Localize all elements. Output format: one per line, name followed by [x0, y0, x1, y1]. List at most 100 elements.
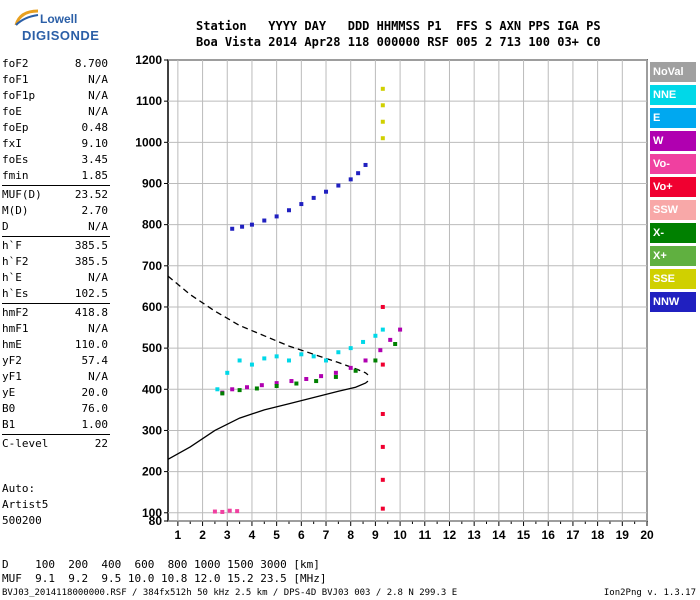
param-name: hmF2	[2, 306, 29, 319]
echo-point	[245, 385, 250, 390]
echo-point	[220, 509, 225, 514]
param-row: B1 1.00	[2, 417, 110, 433]
x-tick-label: 12	[443, 528, 457, 542]
file-info: BVJ03_2014118000000.RSF / 384fx512h 50 k…	[2, 588, 458, 598]
param-value: 385.5	[74, 255, 108, 268]
echo-point	[373, 358, 378, 363]
param-name: B1	[2, 418, 16, 431]
param-name: fmin	[2, 169, 29, 182]
legend-item-x-: X-	[650, 223, 696, 243]
x-tick-label: 17	[566, 528, 580, 542]
echo-point	[380, 327, 385, 332]
echo-point	[262, 356, 267, 361]
param-value: 22	[94, 437, 108, 450]
param-row: hmF1 N/A	[2, 321, 110, 337]
param-row: yF1 N/A	[2, 369, 110, 385]
distance-row: D 100 200 400 600 800 1000 1500 3000 [km…	[2, 558, 320, 571]
autoscaling-info: Auto: Artist5 500200	[2, 481, 48, 529]
param-value: 385.5	[74, 239, 108, 252]
param-row: D N/A	[2, 219, 110, 235]
echo-point	[333, 374, 338, 379]
y-tick-label: 300	[142, 423, 162, 437]
param-name: h`F2	[2, 255, 29, 268]
digisonde-logo: Lowell DIGISONDE	[10, 8, 110, 48]
x-tick-label: 10	[393, 528, 407, 542]
muf-row: MUF 9.1 9.2 9.5 10.0 10.8 12.0 15.2 23.5…	[2, 572, 327, 585]
y-tick-label: 80	[149, 514, 163, 528]
echo-point	[215, 387, 220, 392]
y-tick-label: 1100	[136, 94, 162, 108]
param-value: N/A	[88, 73, 108, 86]
param-name: foF2	[2, 57, 29, 70]
param-name: foF1p	[2, 89, 36, 102]
x-tick-label: 14	[492, 528, 506, 542]
station-header: Station YYYY DAY DDD HHMMSS P1 FFS S AXN…	[196, 18, 601, 50]
param-row: hmF2 418.8	[2, 305, 110, 321]
plot-frame	[167, 59, 648, 522]
param-value: 8.700	[74, 57, 108, 70]
x-tick-label: 11	[418, 528, 431, 542]
echo-point	[254, 386, 259, 391]
y-tick-label: 400	[142, 382, 162, 396]
param-name: yF2	[2, 354, 22, 367]
param-row: M(D) 2.70	[2, 203, 110, 219]
param-name: h`Es	[2, 287, 29, 300]
param-separator	[2, 303, 110, 304]
param-row: h`F2 385.5	[2, 254, 110, 270]
legend-item-noval: NoVal	[650, 62, 696, 82]
echo-point	[336, 350, 341, 355]
echo-point	[212, 509, 217, 514]
echo-point	[348, 177, 353, 182]
param-name: foF1	[2, 73, 29, 86]
x-tick-label: 4	[249, 528, 256, 542]
param-value: 110.0	[74, 338, 108, 351]
scaled-parameters-panel: foF2 8.700 foF1 N/A foF1p N/A foE N/A foEp 0.48 fx…	[2, 56, 110, 452]
echo-point	[274, 383, 279, 388]
echo-point	[380, 411, 385, 416]
param-value: 418.8	[74, 306, 108, 319]
y-tick-label: 900	[142, 176, 162, 190]
legend-item-x-: X+	[650, 246, 696, 266]
param-value: 102.5	[74, 287, 108, 300]
echo-point	[259, 383, 264, 388]
muf-table: D 100 200 400 600 800 1000 1500 3000 [km…	[2, 558, 327, 586]
param-value: 1.00	[81, 418, 109, 431]
x-tick-label: 2	[199, 528, 206, 542]
param-row: C-level 22	[2, 436, 110, 452]
param-row: yE 20.0	[2, 385, 110, 401]
param-value: 23.52	[74, 188, 108, 201]
echo-point	[380, 362, 385, 367]
param-value: 76.0	[81, 402, 109, 415]
param-name: B0	[2, 402, 16, 415]
param-row: h`F 385.5	[2, 238, 110, 254]
y-tick-label: 700	[142, 259, 162, 273]
polarization-legend: NoVal NNE E W Vo- Vo+ SSW X- X+ SSE NNW	[650, 62, 696, 315]
y-tick-label: 600	[142, 300, 162, 314]
echo-point	[286, 208, 291, 213]
echo-point	[380, 136, 385, 141]
param-value: 0.48	[81, 121, 109, 134]
echo-point	[380, 477, 385, 482]
echo-point	[380, 86, 385, 91]
echo-point	[286, 358, 291, 363]
echo-point	[363, 162, 368, 167]
param-value: N/A	[88, 105, 108, 118]
echo-point	[319, 374, 324, 379]
x-tick-label: 9	[372, 528, 379, 542]
echo-point	[380, 119, 385, 124]
auto-label: Auto:	[2, 482, 36, 495]
echo-point	[274, 354, 279, 359]
logo-swoosh-icon	[14, 9, 39, 26]
param-row: foF1p N/A	[2, 88, 110, 104]
echo-point	[378, 348, 383, 353]
auto-artist: Artist5	[2, 498, 49, 511]
param-row: foE N/A	[2, 104, 110, 120]
echo-point	[380, 304, 385, 309]
param-row: fxI 9.10	[2, 136, 110, 152]
param-value: 2.70	[81, 204, 109, 217]
echo-point	[304, 376, 309, 381]
echo-point	[230, 387, 235, 392]
auto-version: 500200	[2, 514, 42, 527]
param-name: foEp	[2, 121, 29, 134]
